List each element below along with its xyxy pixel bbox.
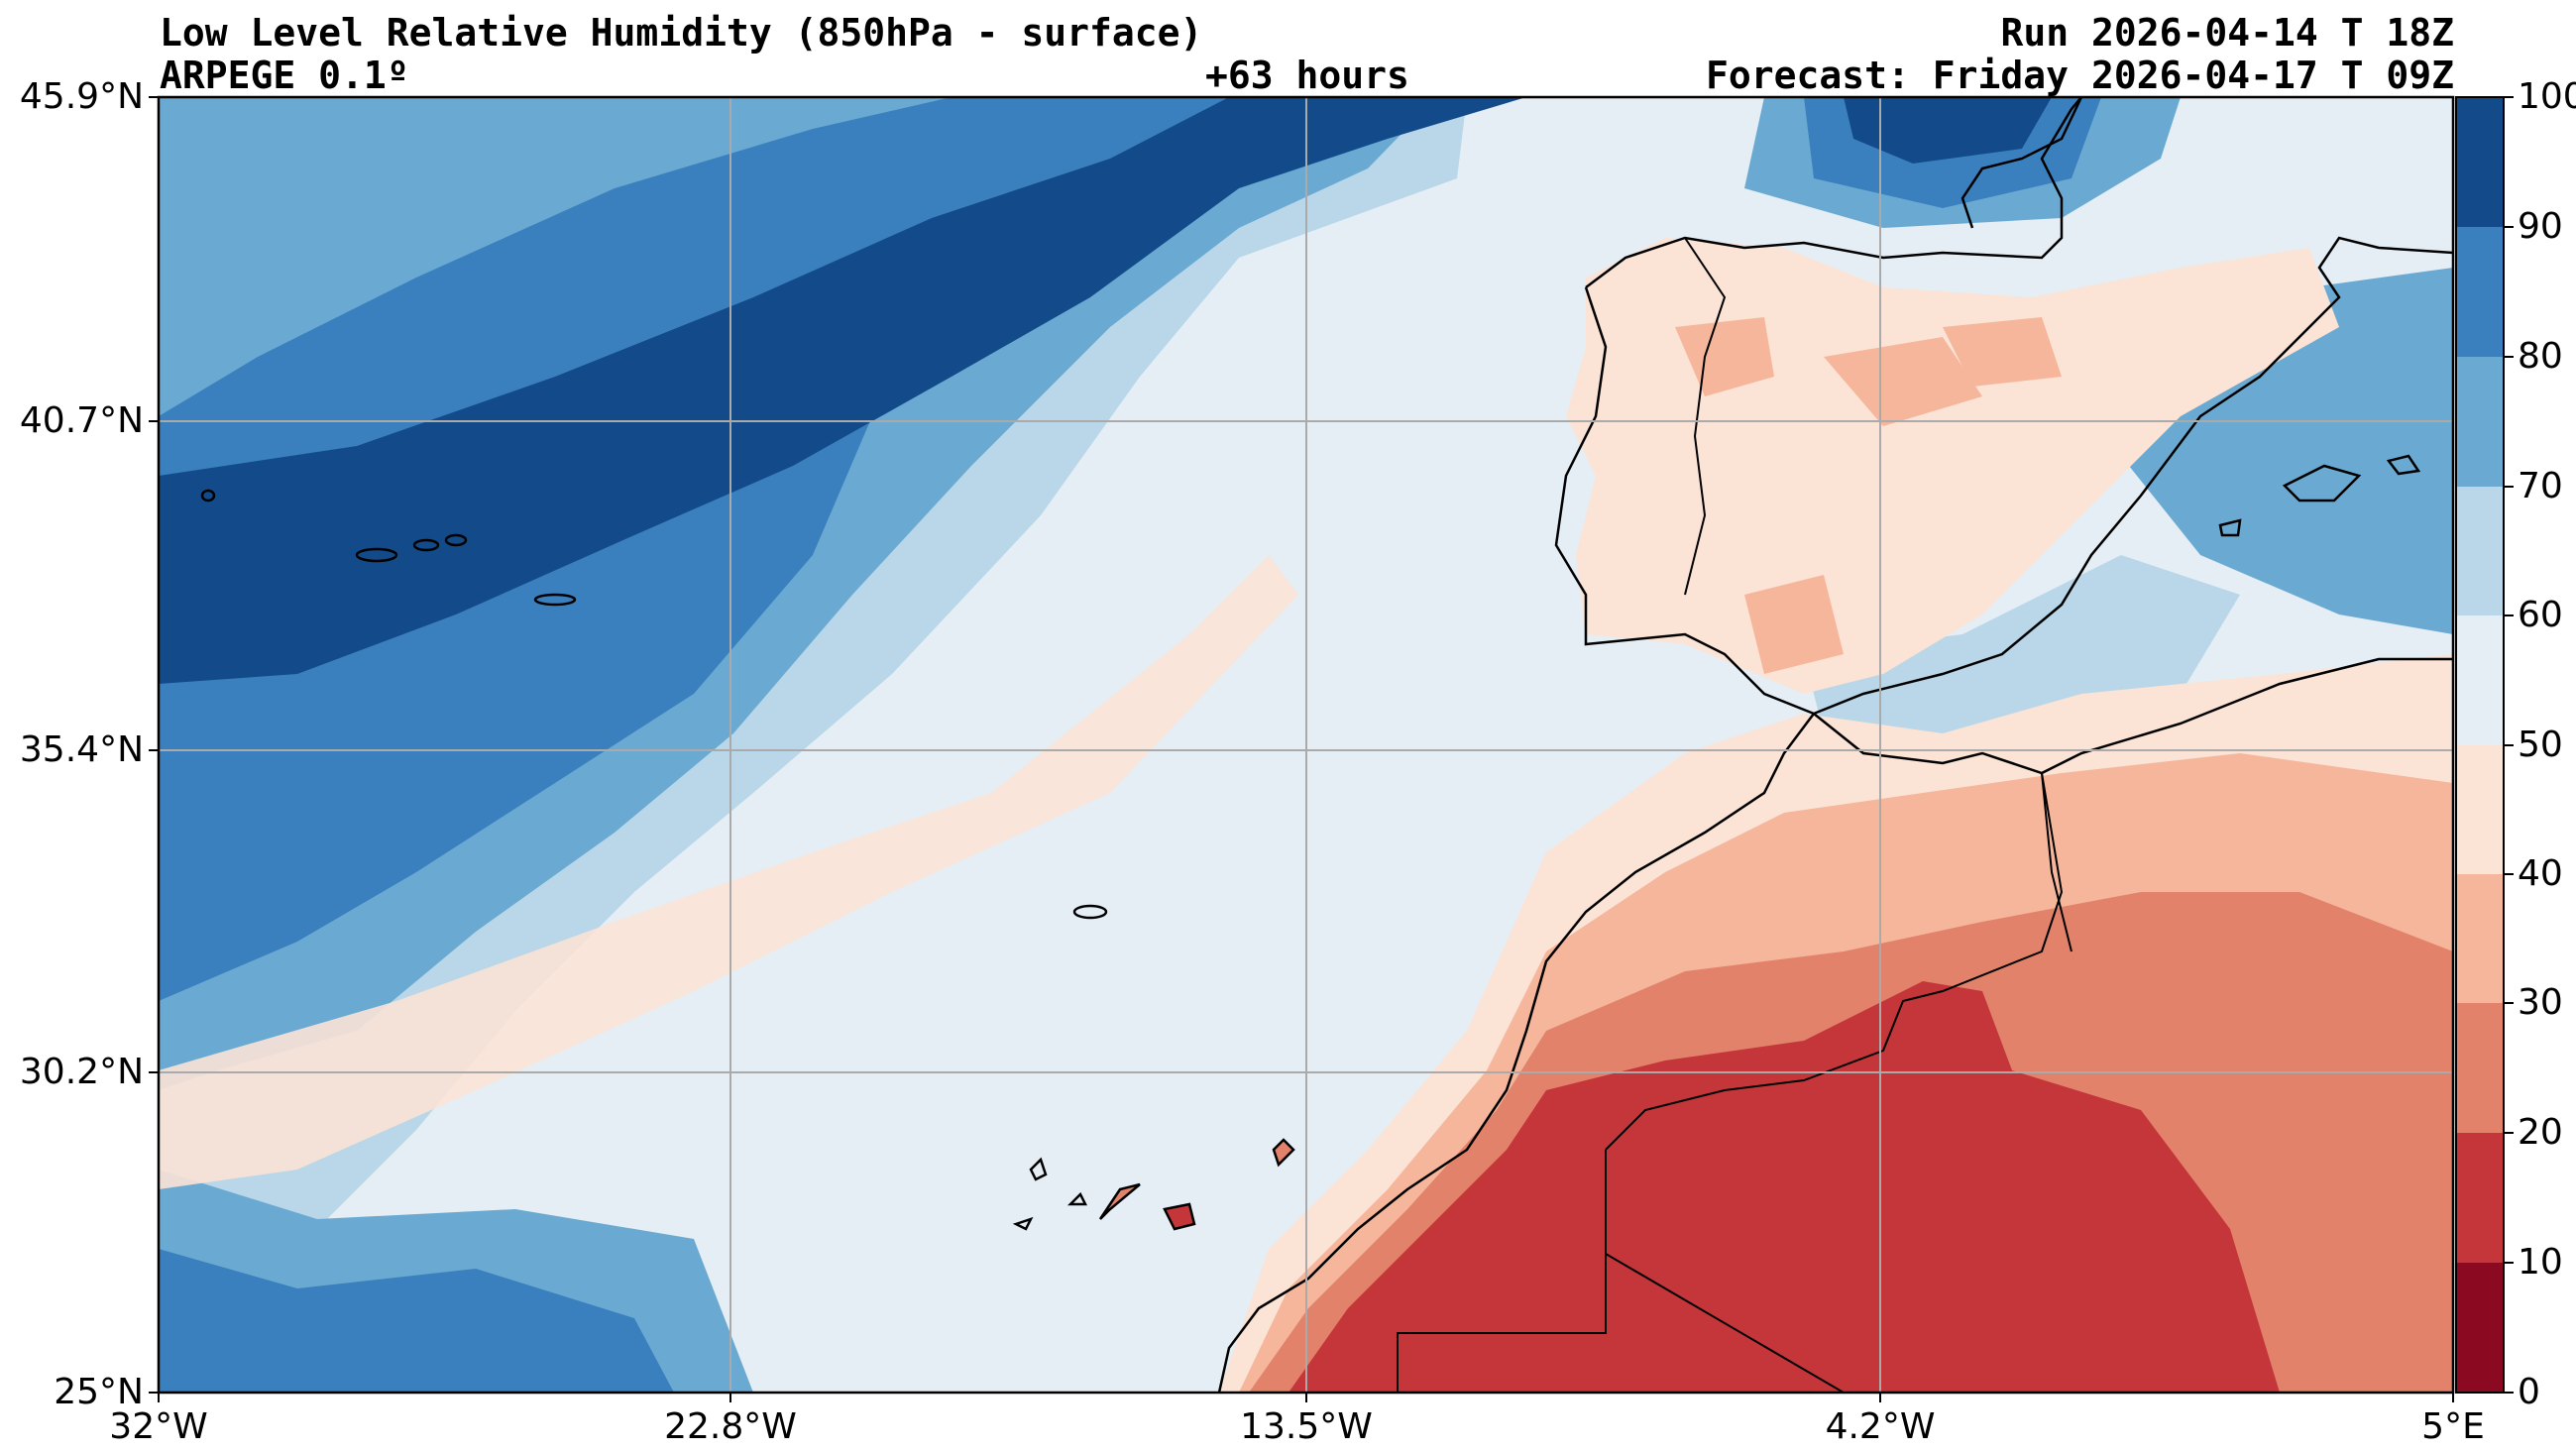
colorbar-seg-80-90 [2456, 227, 2504, 357]
colorbar-tick-label: 40 [2518, 853, 2563, 894]
title-model: ARPEGE 0.1º [160, 54, 409, 97]
colorbar-tick-label: 70 [2518, 466, 2563, 506]
colorbar-tick-label: 30 [2518, 982, 2563, 1023]
border-algeria-tunisia [2041, 772, 2072, 952]
gridlines [159, 97, 2453, 1393]
humidity-band-north-90 [1844, 97, 2052, 164]
lat-tick-label: 30.2°N [19, 1052, 144, 1092]
colorbar-tick-label: 50 [2518, 725, 2563, 765]
lon-tick-label: 32°W [109, 1406, 208, 1447]
iberia-med-coast [1813, 236, 2453, 716]
colorbar [2455, 96, 2514, 1394]
island-azores-3 [533, 593, 577, 607]
colorbar-tick-label: 20 [2518, 1112, 2563, 1153]
lat-tick-label: 35.4°N [19, 729, 144, 770]
colorbar-tick-label: 100 [2518, 76, 2576, 117]
colorbar-seg-0-10 [2456, 1263, 2504, 1393]
border-mauritania [1605, 1253, 1845, 1393]
lon-tick-label: 13.5°W [1240, 1406, 1373, 1447]
colorbar-seg-30-40 [2456, 874, 2504, 1003]
border-portugal-spain [1684, 237, 1727, 596]
humidity-band-90-100 [159, 97, 1526, 684]
dry-ribbon [159, 555, 1298, 1189]
africa-coast [1217, 713, 1815, 1393]
title-forecast: Forecast: Friday 2026-04-17 T 09Z [1706, 54, 2454, 97]
colorbar-seg-60-70 [2456, 487, 2504, 615]
island-azores-5 [444, 533, 468, 547]
lon-tick-label: 5°E [2421, 1406, 2485, 1447]
island-madeira [1072, 904, 1108, 920]
africa-north-coast [1813, 657, 2453, 775]
border-western-sahara [1397, 1150, 1607, 1393]
title-lead-time: +63 hours [1205, 54, 1409, 97]
lat-tick-label: 40.7°N [19, 400, 144, 441]
borders [1397, 237, 2072, 1393]
humidity-band-80-90-lower [159, 1249, 674, 1393]
island-balearic-3 [2386, 454, 2421, 476]
colorbar-seg-10-20 [2456, 1133, 2504, 1263]
island-balearic-2 [2218, 518, 2242, 537]
island-canary-4 [1029, 1157, 1048, 1181]
lon-tick-label: 22.8°W [664, 1406, 797, 1447]
border-morocco-algeria [1605, 772, 2064, 1151]
island-canary-5 [1066, 1191, 1088, 1206]
island-balearic-1 [2282, 464, 2362, 503]
humidity-band-80-90 [159, 97, 1288, 1001]
colorbar-seg-50-60 [2456, 615, 2504, 745]
island-canary-1 [1272, 1138, 1295, 1168]
lat-tick-label: 25°N [54, 1372, 144, 1412]
france-coast [1960, 97, 2083, 229]
islands [200, 454, 2421, 1231]
colorbar-tick-label: 0 [2518, 1372, 2540, 1412]
colorbar-seg-20-30 [2456, 1003, 2504, 1133]
colorbar-tick-label: 90 [2518, 206, 2563, 247]
iberia-drier-patches [1675, 317, 2062, 674]
lon-tick-label: 4.2°W [1825, 1406, 1936, 1447]
island-canary-3 [1163, 1202, 1196, 1231]
coastlines [1217, 97, 2453, 1393]
tick-marks [149, 96, 2454, 1402]
colorbar-seg-90-100 [2456, 97, 2504, 227]
colorbar-tick-label: 80 [2518, 336, 2563, 377]
colorbar-seg-40-50 [2456, 745, 2504, 874]
island-canary-6 [1012, 1216, 1034, 1231]
colorbar-tick-label: 60 [2518, 595, 2563, 635]
africa-dry-10 [1288, 981, 2280, 1393]
lat-tick-label: 45.9°N [19, 76, 144, 117]
island-azores-1 [355, 547, 398, 563]
colorbar-tick-label: 10 [2518, 1242, 2563, 1283]
iberia-west-coast [1554, 286, 1815, 716]
colorbar-seg-70-80 [2456, 357, 2504, 487]
title-run: Run 2026-04-14 T 18Z [2000, 11, 2454, 55]
island-azores-2 [412, 538, 440, 552]
title-main: Low Level Relative Humidity (850hPa - su… [160, 11, 1203, 55]
island-canary-2 [1098, 1182, 1141, 1220]
island-azores-4 [200, 489, 216, 503]
